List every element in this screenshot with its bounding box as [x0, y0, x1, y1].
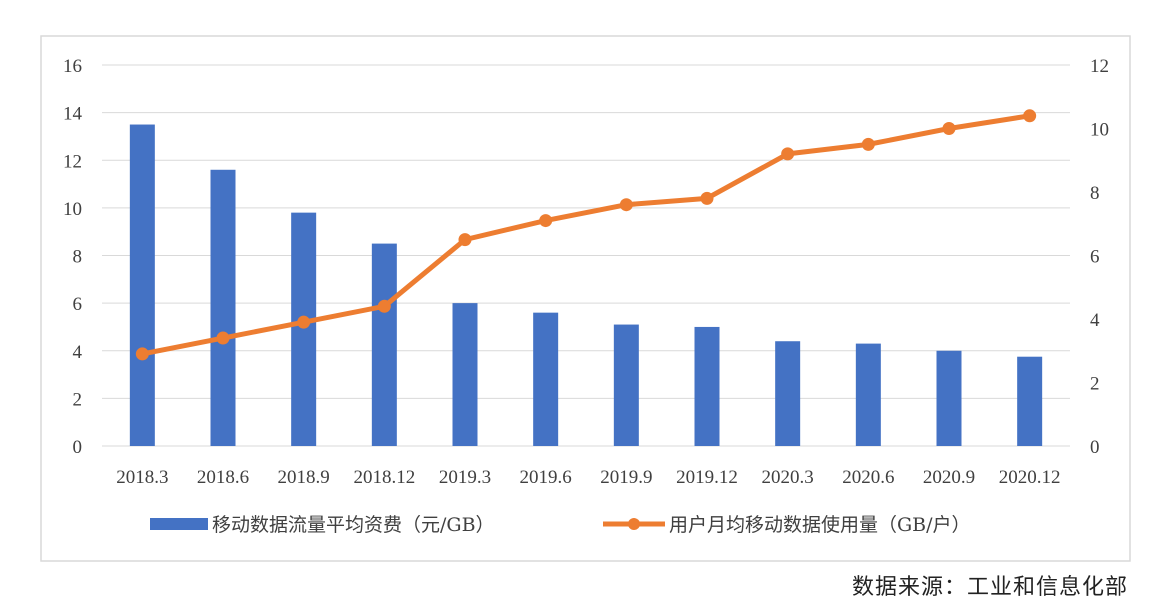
left-tick-label: 4 — [73, 342, 83, 363]
legend-line-marker — [628, 518, 640, 530]
source-note: 数据来源：工业和信息化部 — [851, 575, 1128, 600]
left-tick-label: 2 — [73, 389, 83, 410]
x-tick-label: 2019.9 — [600, 467, 652, 488]
x-tick-label: 2018.9 — [278, 467, 330, 488]
chart-frame — [40, 35, 1131, 562]
line-point — [700, 191, 714, 205]
bar — [613, 324, 639, 446]
line-point — [861, 137, 875, 151]
x-tick-label: 2019.6 — [520, 467, 572, 488]
series-line — [141, 113, 1031, 357]
right-tick-label: 10 — [1090, 120, 1109, 141]
x-tick-label: 2020.3 — [762, 467, 814, 488]
bar — [129, 124, 155, 446]
x-tick-label: 2018.12 — [353, 467, 415, 488]
left-axis: 0 2 4 6 8 10 12 14 16 — [63, 56, 83, 458]
right-tick-label: 8 — [1090, 183, 1100, 204]
left-tick-label: 16 — [63, 56, 82, 77]
line-series — [135, 109, 1037, 361]
line-point — [377, 299, 391, 313]
legend: 移动数据流量平均资费（元/GB） 用户月均移动数据使用量（GB/户） — [150, 514, 971, 536]
legend-bar-label: 移动数据流量平均资费（元/GB） — [212, 514, 495, 536]
right-tick-label: 12 — [1090, 56, 1109, 77]
right-tick-label: 0 — [1090, 437, 1100, 458]
left-tick-label: 0 — [73, 437, 83, 458]
x-tick-label: 2018.3 — [116, 467, 168, 488]
line-point — [539, 214, 553, 228]
line-point — [1023, 109, 1037, 123]
line-point — [619, 198, 633, 212]
bar — [452, 303, 478, 446]
bar — [936, 350, 962, 446]
bar — [533, 312, 559, 446]
bar — [1017, 356, 1043, 446]
line-point — [942, 122, 956, 135]
line-point — [297, 315, 311, 329]
line-point — [216, 331, 230, 345]
grid-lines — [102, 64, 1070, 447]
legend-line-label: 用户月均移动数据使用量（GB/户） — [669, 514, 971, 536]
x-tick-label: 2020.6 — [842, 467, 894, 488]
left-tick-label: 10 — [63, 199, 82, 220]
line-point — [781, 147, 795, 161]
x-tick-label: 2020.9 — [923, 467, 975, 488]
line-point — [135, 347, 149, 361]
bar — [775, 341, 801, 446]
left-tick-label: 8 — [73, 247, 83, 268]
x-tick-label: 2018.6 — [197, 467, 249, 488]
right-tick-label: 6 — [1090, 247, 1100, 268]
right-tick-label: 2 — [1090, 374, 1100, 395]
right-axis: 0 2 4 6 8 10 12 — [1090, 56, 1109, 458]
left-tick-label: 14 — [63, 104, 83, 125]
x-tick-label: 2019.3 — [439, 467, 491, 488]
left-tick-label: 12 — [63, 151, 82, 172]
x-tick-label: 2019.12 — [676, 467, 738, 488]
line-point — [458, 233, 472, 247]
bar — [371, 243, 397, 446]
right-tick-label: 4 — [1090, 310, 1100, 331]
left-tick-label: 6 — [73, 294, 83, 315]
bar — [291, 212, 317, 446]
bar — [694, 326, 720, 446]
legend-bar-swatch — [150, 518, 208, 530]
bar — [855, 343, 881, 446]
bar — [210, 169, 236, 446]
x-tick-label: 2020.12 — [999, 467, 1061, 488]
x-axis: 2018.3 2018.6 2018.9 2018.12 2019.3 2019.6 201… — [116, 467, 1060, 488]
bar-series — [129, 124, 1043, 446]
